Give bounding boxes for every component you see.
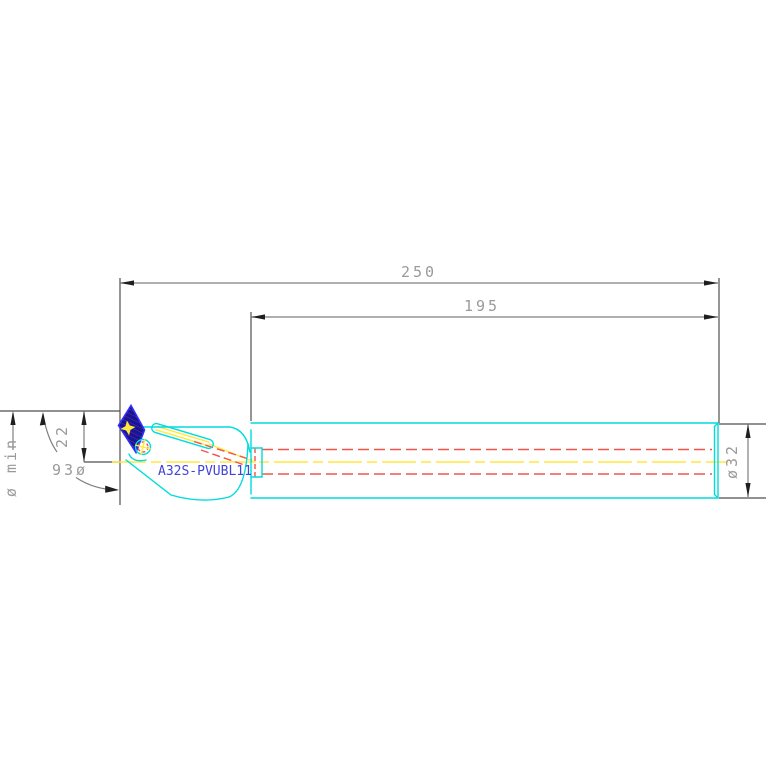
head-bottom-profile	[125, 443, 249, 501]
coolant-slot-wall-upper	[156, 425, 210, 443]
tool-head	[125, 426, 251, 501]
clamp-screw-outer	[134, 438, 152, 456]
dimension-text-overall-length: 250	[401, 263, 437, 281]
arrowhead-down-icon	[745, 483, 751, 497]
head-top-profile	[135, 426, 251, 453]
dimension-tip-height: 22	[53, 411, 87, 462]
arrowhead-left-icon	[120, 280, 134, 286]
insert-screw-star-icon	[120, 420, 136, 436]
dimension-text-shank-length: 195	[464, 297, 500, 315]
centerlines	[112, 425, 728, 464]
clamp-screw-thread	[137, 441, 149, 453]
dimension-text-tip-height: 22	[53, 424, 71, 448]
arrowhead-right-icon	[704, 280, 718, 286]
dimension-text-shank-diameter: ø32	[723, 443, 741, 479]
arrowhead-up-icon	[81, 411, 87, 425]
clamp-screw-cross	[135, 439, 151, 455]
arrowhead-up-icon	[745, 424, 751, 438]
dimension-text-min-bore: ø min	[2, 437, 20, 497]
cutting-insert-group	[117, 403, 152, 456]
dimension-shank-length: 195	[251, 297, 718, 320]
arrowhead-down-icon	[81, 448, 87, 462]
part-number-label: A32S-PVUBL11	[158, 464, 252, 479]
extension-lines	[0, 278, 766, 505]
tool-outline	[125, 422, 719, 501]
shank-end-chamfer-top	[713, 422, 719, 428]
coolant-slot-outline	[151, 422, 214, 450]
dimension-shank-diameter: ø32	[723, 424, 751, 497]
dimension-overall-length: 250	[120, 263, 718, 286]
dimension-text-lead-angle: 93ø	[52, 461, 88, 479]
hidden-lines	[193, 440, 712, 477]
arrowhead-right-icon	[704, 314, 718, 320]
shank-end-chamfer-bottom	[713, 493, 719, 499]
coolant-diagonal-top	[193, 440, 253, 461]
dimension-lead-angle: 93ø	[39, 412, 119, 493]
insert-hatch	[118, 405, 145, 453]
coolant-diagonal-bottom	[200, 449, 244, 466]
arrowhead-up-icon	[39, 412, 46, 426]
insert-pocket-line	[128, 453, 147, 462]
arrowhead-right-icon	[105, 485, 119, 493]
arrowhead-up-icon	[10, 411, 16, 425]
clamp-screw-icon	[134, 438, 152, 456]
tool-shank	[250, 422, 719, 499]
dimension-min-bore: ø min	[2, 411, 20, 497]
arrowhead-left-icon	[251, 314, 265, 320]
